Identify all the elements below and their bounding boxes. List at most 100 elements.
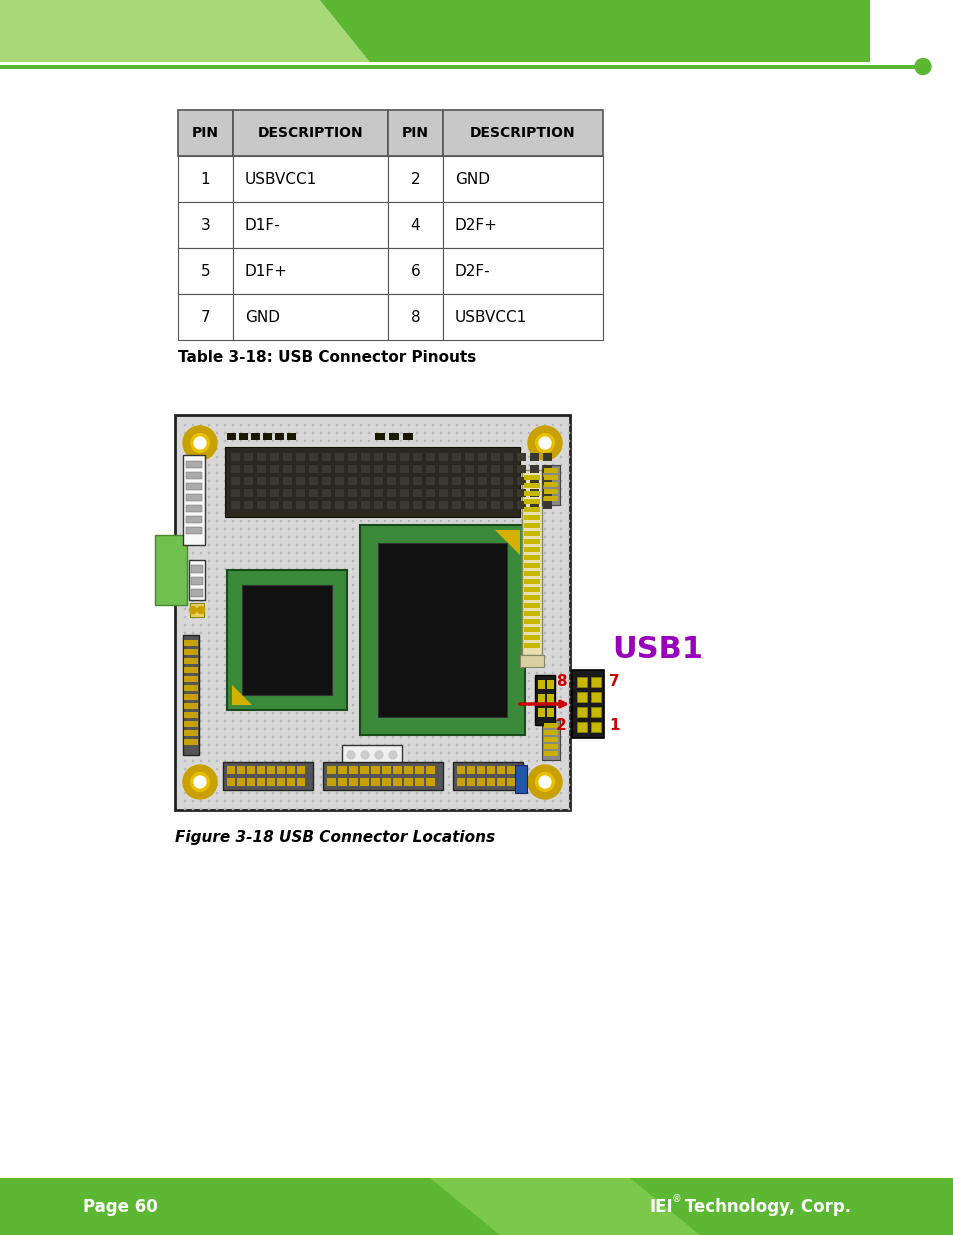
Bar bbox=[236, 766, 245, 774]
Circle shape bbox=[347, 751, 355, 760]
Bar bbox=[186, 461, 202, 468]
Bar bbox=[0, 1173, 953, 1176]
Bar bbox=[295, 466, 305, 473]
Bar bbox=[233, 294, 388, 340]
Bar bbox=[287, 433, 295, 440]
Bar bbox=[497, 778, 504, 785]
Bar bbox=[577, 722, 586, 732]
Text: 8: 8 bbox=[410, 310, 420, 325]
Bar bbox=[491, 466, 499, 473]
Bar bbox=[464, 453, 474, 461]
Bar bbox=[190, 603, 204, 618]
Bar bbox=[233, 248, 388, 294]
Bar bbox=[186, 483, 202, 490]
Bar bbox=[523, 619, 539, 624]
Bar bbox=[244, 453, 253, 461]
Bar bbox=[296, 778, 305, 785]
Bar bbox=[517, 477, 525, 485]
Bar bbox=[393, 778, 401, 785]
Bar bbox=[464, 466, 474, 473]
Bar bbox=[263, 433, 272, 440]
Circle shape bbox=[914, 58, 930, 74]
Bar bbox=[546, 694, 554, 703]
Bar bbox=[486, 778, 495, 785]
Bar bbox=[348, 501, 356, 509]
Bar bbox=[541, 466, 559, 505]
Bar bbox=[543, 751, 558, 756]
Circle shape bbox=[535, 773, 554, 792]
Bar bbox=[491, 501, 499, 509]
Bar bbox=[309, 466, 317, 473]
Bar bbox=[349, 778, 357, 785]
Circle shape bbox=[190, 606, 196, 614]
Polygon shape bbox=[319, 0, 869, 62]
Bar bbox=[256, 489, 266, 496]
Bar bbox=[178, 110, 233, 156]
Text: 5: 5 bbox=[200, 263, 210, 279]
Bar bbox=[426, 466, 435, 473]
Bar bbox=[442, 294, 602, 340]
Bar bbox=[349, 766, 357, 774]
Bar bbox=[426, 453, 435, 461]
Bar bbox=[283, 501, 292, 509]
Text: PIN: PIN bbox=[192, 126, 219, 140]
Bar bbox=[184, 730, 198, 736]
Bar bbox=[388, 248, 442, 294]
Bar bbox=[523, 611, 539, 616]
Bar bbox=[183, 454, 205, 545]
Bar bbox=[402, 433, 413, 440]
Bar bbox=[154, 535, 187, 605]
Text: ®: ® bbox=[671, 1194, 681, 1204]
Bar bbox=[322, 489, 331, 496]
Bar bbox=[283, 453, 292, 461]
Bar bbox=[503, 477, 513, 485]
Bar bbox=[287, 766, 294, 774]
Bar bbox=[231, 477, 240, 485]
Bar bbox=[295, 477, 305, 485]
Bar bbox=[543, 482, 558, 487]
Bar bbox=[223, 762, 313, 790]
Text: D2F-: D2F- bbox=[455, 263, 490, 279]
Bar bbox=[233, 156, 388, 203]
Bar bbox=[399, 501, 409, 509]
Bar bbox=[247, 778, 254, 785]
Bar bbox=[178, 248, 233, 294]
Bar bbox=[537, 694, 544, 703]
Text: Table 3-18: USB Connector Pinouts: Table 3-18: USB Connector Pinouts bbox=[178, 350, 476, 366]
Bar bbox=[335, 477, 344, 485]
Bar bbox=[546, 708, 554, 718]
Bar bbox=[523, 571, 539, 576]
Bar bbox=[270, 466, 278, 473]
Bar bbox=[438, 489, 448, 496]
Text: GND: GND bbox=[245, 310, 280, 325]
Bar bbox=[274, 433, 284, 440]
Bar bbox=[442, 203, 602, 248]
Circle shape bbox=[183, 764, 216, 799]
Bar bbox=[517, 453, 525, 461]
Bar bbox=[191, 589, 203, 597]
Bar bbox=[256, 766, 265, 774]
Text: USBVCC1: USBVCC1 bbox=[455, 310, 527, 325]
Bar bbox=[523, 547, 539, 552]
Bar bbox=[322, 477, 331, 485]
Bar bbox=[476, 778, 484, 785]
Text: USBVCC1: USBVCC1 bbox=[245, 172, 317, 186]
Bar bbox=[590, 706, 600, 718]
Bar bbox=[283, 466, 292, 473]
Bar bbox=[296, 766, 305, 774]
Bar bbox=[186, 516, 202, 522]
Bar bbox=[456, 778, 464, 785]
Bar bbox=[381, 778, 391, 785]
Bar bbox=[178, 156, 233, 203]
Bar bbox=[388, 203, 442, 248]
Bar bbox=[322, 466, 331, 473]
Bar bbox=[477, 489, 486, 496]
Circle shape bbox=[538, 437, 551, 450]
Bar bbox=[360, 453, 370, 461]
Text: GND: GND bbox=[455, 172, 490, 186]
Bar bbox=[287, 778, 294, 785]
Bar bbox=[270, 453, 278, 461]
Bar bbox=[523, 522, 539, 529]
Bar bbox=[452, 466, 460, 473]
Text: 7: 7 bbox=[200, 310, 210, 325]
